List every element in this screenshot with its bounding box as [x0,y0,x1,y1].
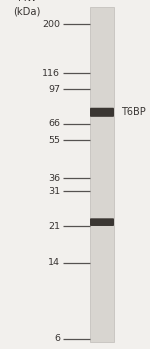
Text: 55: 55 [48,135,60,144]
FancyBboxPatch shape [90,218,114,226]
Text: 31: 31 [48,187,60,196]
Text: 200: 200 [42,20,60,29]
Text: 21: 21 [48,222,60,231]
Text: 116: 116 [42,69,60,78]
FancyBboxPatch shape [90,108,114,117]
Text: 66: 66 [48,119,60,128]
Text: T6BP: T6BP [122,107,146,117]
Text: 36: 36 [48,173,60,183]
Text: 97: 97 [48,85,60,94]
Text: MW: MW [18,0,36,3]
FancyBboxPatch shape [90,7,114,342]
Text: 14: 14 [48,258,60,267]
Text: 6: 6 [54,334,60,343]
Text: (kDa): (kDa) [13,6,41,16]
